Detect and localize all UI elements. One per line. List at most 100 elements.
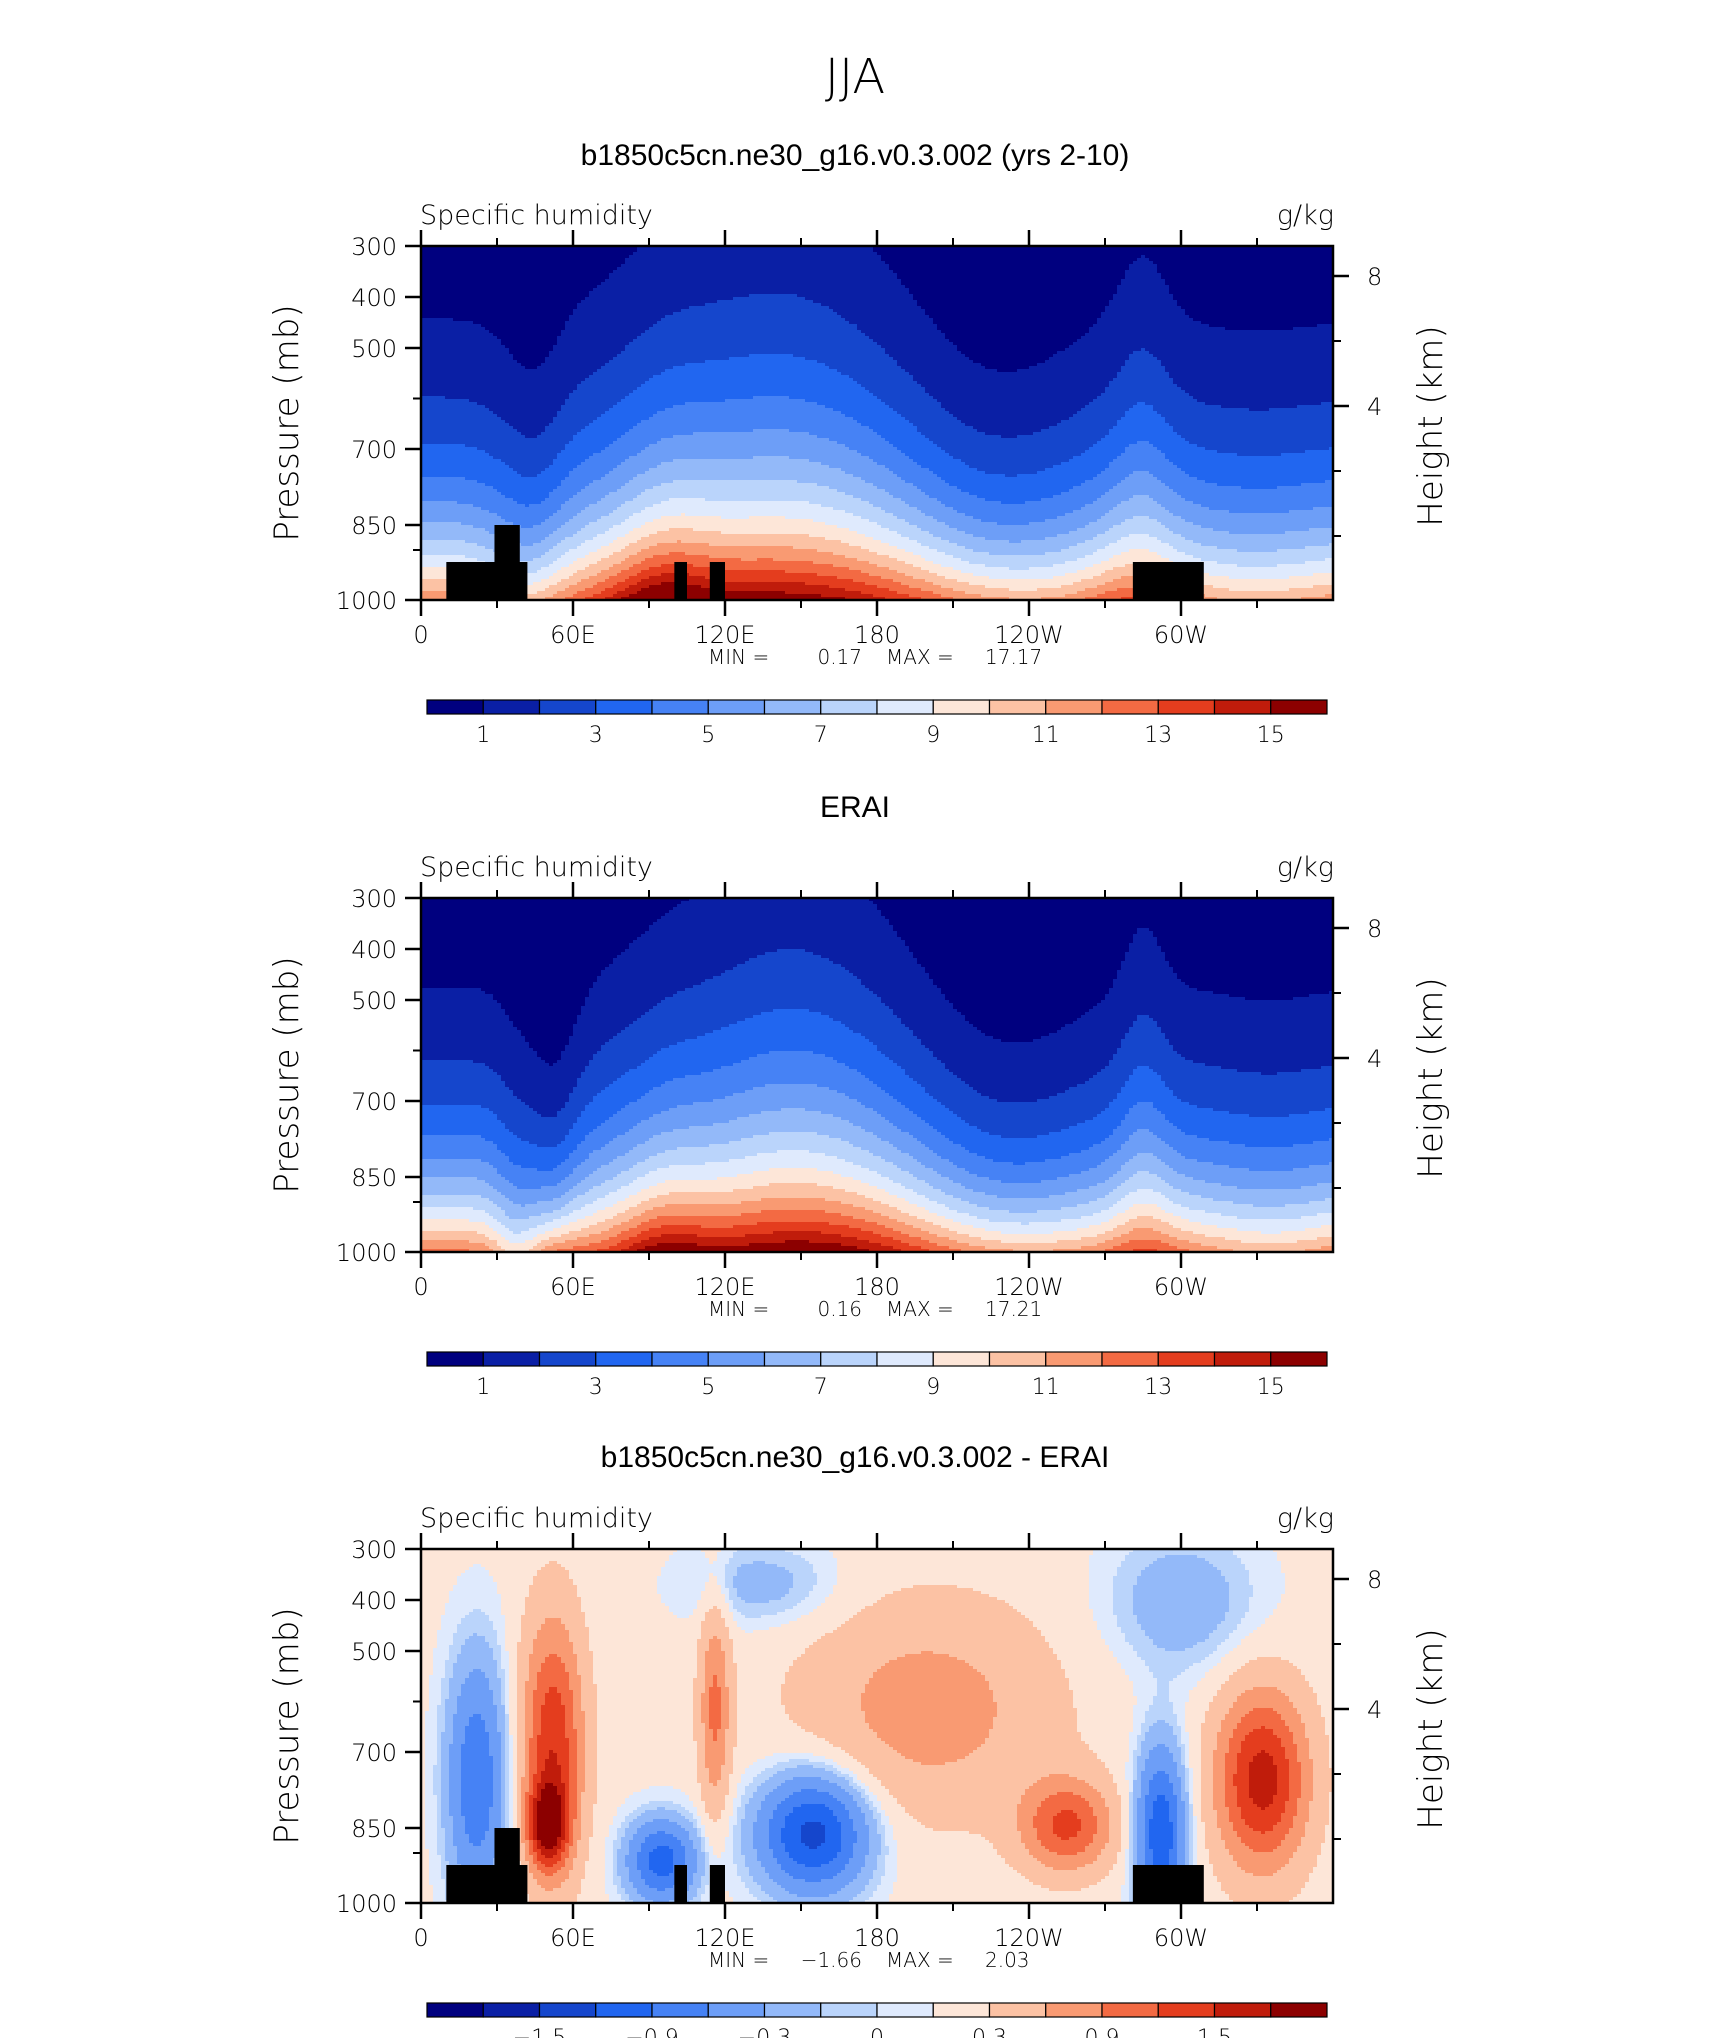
colorbar-swatch bbox=[1045, 2002, 1103, 2018]
colorbar-label: 15 bbox=[1257, 723, 1285, 748]
colorbar-label: 13 bbox=[1144, 1375, 1172, 1400]
y-right-tick-label: 8 bbox=[1367, 263, 1382, 291]
panels: b1850c5cn.ne30_g16.v0.3.002 (yrs 2-10) Sp… bbox=[267, 139, 1451, 2038]
x-tick-label: 60E bbox=[550, 1924, 596, 1952]
colorbar: 1 3 5 7 9 11 13 15 bbox=[426, 699, 1328, 748]
colorbar-swatch bbox=[1270, 699, 1328, 715]
colorbar-swatch bbox=[820, 699, 878, 715]
colorbar-label: 9 bbox=[926, 1375, 940, 1400]
field-label: Specific humidity bbox=[420, 852, 653, 883]
y-tick-label: 300 bbox=[351, 885, 397, 913]
x-tick-label: 60W bbox=[1154, 1924, 1208, 1952]
colorbar-swatch bbox=[538, 1351, 597, 1367]
colorbar: −1.5 −0.9 −0.3 0 0.3 0.9 1.5 bbox=[426, 2002, 1328, 2038]
colorbar-label: 11 bbox=[1032, 1375, 1060, 1400]
min-value: −1.66 bbox=[801, 1948, 862, 1972]
y-tick-label: 300 bbox=[351, 1536, 397, 1564]
colorbar-swatch bbox=[707, 699, 766, 715]
colorbar-label: 3 bbox=[589, 1375, 603, 1400]
colorbar-swatch bbox=[876, 2002, 934, 2018]
y-tick-label: 300 bbox=[351, 233, 397, 261]
min-label: MIN = bbox=[708, 645, 769, 669]
colorbar-swatch bbox=[426, 699, 484, 715]
y-tick-label: 850 bbox=[351, 1815, 397, 1843]
y-tick-label: 850 bbox=[351, 512, 397, 540]
colorbar-label: −1.5 bbox=[513, 2026, 566, 2038]
units-label: g/kg bbox=[1277, 852, 1334, 883]
max-value: 17.21 bbox=[985, 1297, 1042, 1321]
x-tick-label: 120W bbox=[994, 1273, 1064, 1301]
topography-block bbox=[709, 562, 725, 600]
colorbar-swatch bbox=[1213, 2002, 1272, 2018]
colorbar-swatch bbox=[482, 2002, 541, 2018]
y-right-tick-label: 4 bbox=[1367, 393, 1382, 421]
colorbar-label: 7 bbox=[814, 723, 828, 748]
colorbar-swatch bbox=[595, 1351, 653, 1367]
max-value: 2.03 bbox=[985, 1948, 1030, 1972]
field-label: Specific humidity bbox=[420, 200, 653, 231]
colorbar-swatch bbox=[1270, 2002, 1328, 2018]
colorbar-swatch bbox=[820, 1351, 878, 1367]
max-label: MAX = bbox=[886, 645, 954, 669]
colorbar-swatch bbox=[426, 1351, 484, 1367]
y-right-tick-label: 8 bbox=[1367, 915, 1382, 943]
topography-block bbox=[709, 1865, 725, 1903]
colorbar-swatch bbox=[988, 2002, 1047, 2018]
y-tick-label: 700 bbox=[351, 1739, 397, 1767]
y-tick-label: 400 bbox=[351, 284, 397, 312]
topography-block bbox=[1132, 1865, 1204, 1903]
y-axis-title: Pressure (mb) bbox=[267, 956, 307, 1193]
y-tick-label: 400 bbox=[351, 1587, 397, 1615]
colorbar-swatch bbox=[651, 699, 709, 715]
colorbar-label: 5 bbox=[701, 1375, 715, 1400]
x-tick-label: 60W bbox=[1154, 621, 1208, 649]
x-tick-label: 120W bbox=[994, 1924, 1064, 1952]
max-value: 17.17 bbox=[985, 645, 1042, 669]
figure-title: JJA bbox=[825, 49, 885, 105]
y-tick-label: 700 bbox=[351, 436, 397, 464]
colorbar-swatch bbox=[1101, 1351, 1159, 1367]
y-tick-label: 1000 bbox=[336, 1239, 397, 1267]
topography-block bbox=[1132, 562, 1204, 600]
colorbar-swatch bbox=[820, 2002, 878, 2018]
colorbar-swatch bbox=[1213, 1351, 1272, 1367]
contour-field bbox=[421, 1549, 1333, 1903]
panel-1: b1850c5cn.ne30_g16.v0.3.002 (yrs 2-10) Sp… bbox=[267, 139, 1451, 748]
y-axis-title: Pressure (mb) bbox=[267, 1607, 307, 1844]
colorbar-swatch bbox=[482, 1351, 541, 1367]
min-label: MIN = bbox=[708, 1948, 769, 1972]
panel-title: b1850c5cn.ne30_g16.v0.3.002 - ERAI bbox=[601, 1441, 1110, 1474]
units-label: g/kg bbox=[1277, 1503, 1334, 1534]
colorbar-swatch bbox=[707, 1351, 766, 1367]
contour-field bbox=[421, 246, 1333, 600]
min-value: 0.16 bbox=[817, 1297, 862, 1321]
colorbar-swatch bbox=[1157, 699, 1216, 715]
x-tick-label: 0 bbox=[413, 1273, 428, 1301]
colorbar-swatch bbox=[1101, 699, 1159, 715]
y-tick-label: 400 bbox=[351, 936, 397, 964]
colorbar-swatch bbox=[1101, 2002, 1159, 2018]
topography-mask bbox=[446, 1828, 1204, 1903]
colorbar-swatch bbox=[426, 2002, 484, 2018]
colorbar-swatch bbox=[707, 2002, 766, 2018]
colorbar-swatch bbox=[538, 699, 597, 715]
y-tick-label: 500 bbox=[351, 335, 397, 363]
y-tick-label: 1000 bbox=[336, 1890, 397, 1918]
y-tick-label: 500 bbox=[351, 1638, 397, 1666]
colorbar-swatch bbox=[1270, 1351, 1328, 1367]
field-label: Specific humidity bbox=[420, 1503, 653, 1534]
colorbar-label: 1 bbox=[476, 1375, 490, 1400]
y-right-axis-title: Height (km) bbox=[1411, 1628, 1451, 1829]
colorbar-swatch bbox=[763, 1351, 822, 1367]
y-tick-label: 500 bbox=[351, 987, 397, 1015]
x-tick-label: 180 bbox=[854, 621, 900, 649]
colorbar-label: 0.9 bbox=[1085, 2026, 1120, 2038]
colorbar-swatch bbox=[876, 699, 934, 715]
x-tick-label: 120E bbox=[695, 1924, 756, 1952]
x-tick-label: 120W bbox=[994, 621, 1064, 649]
x-tick-label: 0 bbox=[413, 1924, 428, 1952]
y-right-tick-label: 4 bbox=[1367, 1045, 1382, 1073]
colorbar-swatch bbox=[651, 1351, 709, 1367]
topography-block bbox=[674, 1865, 687, 1903]
